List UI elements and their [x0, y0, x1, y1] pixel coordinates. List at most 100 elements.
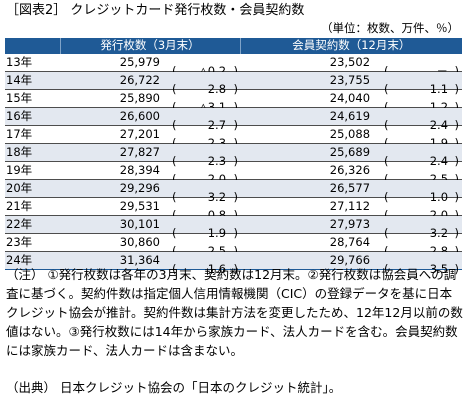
table-row: 15年 25,890(△3.1) 24,040(1.2) — [5, 89, 463, 114]
paren-close: ) — [233, 225, 239, 240]
header-members: 会員契約数（12月末） — [239, 38, 463, 54]
members-change-cell: (3.5) — [380, 251, 463, 276]
issued-cell: 25,890 — [60, 89, 170, 108]
paren-close: ) — [233, 261, 239, 276]
paren-close: ) — [233, 207, 239, 222]
members-cell: 25,088 — [240, 125, 381, 144]
paren-close: ) — [454, 207, 460, 222]
table-row: 17年 27,201(2.3) 25,088(1.9) — [5, 125, 463, 150]
paren-close: ) — [454, 261, 460, 276]
members-cell: 24,040 — [240, 89, 381, 108]
table-row: 19年 28,394(2.0) 26,326(2.5) — [5, 161, 463, 186]
members-cell: 27,973 — [240, 215, 381, 234]
members-cell: 25,689 — [240, 143, 381, 162]
paren-open: ( — [172, 261, 177, 276]
year-cell: 13年 — [5, 53, 60, 72]
year-cell: 17年 — [5, 125, 60, 144]
paren-close: ) — [454, 99, 460, 114]
paren-open: ( — [384, 225, 389, 240]
members-change-cell: (1.0) — [380, 179, 463, 204]
paren-close: ) — [233, 99, 239, 114]
paren-close: ) — [233, 189, 239, 204]
year-cell: 21年 — [5, 197, 60, 216]
paren-open: ( — [172, 63, 177, 78]
header-year — [5, 38, 60, 54]
issued-cell: 30,101 — [60, 215, 170, 234]
issued-cell: 26,600 — [60, 107, 170, 126]
paren-open: ( — [172, 135, 177, 150]
paren-open: ( — [384, 63, 389, 78]
members-cell: 23,502 — [240, 53, 381, 72]
paren-open: ( — [384, 189, 389, 204]
paren-open: ( — [384, 171, 389, 186]
year-cell: 23年 — [5, 233, 60, 252]
paren-open: ( — [384, 117, 389, 132]
members-cell: 27,112 — [240, 197, 381, 216]
paren-close: ) — [454, 171, 460, 186]
table-row: 23年 30,860(2.5) 28,764(2.8) — [5, 233, 463, 258]
year-cell: 19年 — [5, 161, 60, 180]
year-cell: 16年 — [5, 107, 60, 126]
paren-open: ( — [172, 117, 177, 132]
members-change-cell: (2.4) — [380, 107, 463, 132]
figure-title: ［図表2］ クレジットカード発行枚数・会員契約数 — [6, 3, 305, 18]
paren-close: ) — [233, 63, 239, 78]
members-cell: 24,619 — [240, 107, 381, 126]
issued-change-cell: (0.8) — [170, 197, 241, 222]
issued-change-cell: (2.8) — [170, 71, 241, 96]
issued-cell: 27,827 — [60, 143, 170, 162]
members-change-cell: (2.5) — [380, 161, 463, 186]
paren-open: ( — [172, 99, 177, 114]
issued-change-cell: (1.9) — [170, 215, 241, 240]
paren-open: ( — [384, 153, 389, 168]
paren-close: ) — [454, 225, 460, 240]
paren-open: ( — [172, 243, 177, 258]
issued-change-cell: (2.3) — [170, 125, 241, 150]
issued-cell: 29,296 — [60, 179, 170, 198]
paren-close: ) — [454, 135, 460, 150]
year-cell: 15年 — [5, 89, 60, 108]
paren-close: ) — [233, 117, 239, 132]
members-change-cell: (1.2) — [380, 89, 463, 114]
members-cell: 26,577 — [240, 179, 381, 198]
issued-change-cell: (2.7) — [170, 107, 241, 132]
year-cell: 24年 — [5, 251, 60, 270]
data-table: 発行枚数（3月末） 会員契約数（12月末） 13年 25,979(△0.2) 23,… — [5, 38, 463, 276]
paren-open: ( — [384, 207, 389, 222]
paren-open: ( — [384, 135, 389, 150]
paren-open: ( — [172, 207, 177, 222]
table-row: 22年 30,101(1.9) 27,973(3.2) — [5, 215, 463, 240]
issued-change-cell: (2.3) — [170, 143, 241, 168]
paren-close: ) — [233, 243, 239, 258]
paren-close: ) — [233, 153, 239, 168]
table-row: 24年 31,364(1.6) 29,766(3.5) — [5, 251, 463, 276]
members-change-cell: (2.4) — [380, 143, 463, 168]
paren-close: ) — [454, 153, 460, 168]
paren-close: ) — [233, 135, 239, 150]
notes: （注） ①発行枚数は各年の3月末、契約数は12月末。②発行枚数は協会員への調査に… — [6, 265, 464, 360]
issued-change-cell: (1.6) — [170, 251, 241, 276]
members-change-value: － — [436, 63, 449, 78]
issued-cell: 29,531 — [60, 197, 170, 216]
issued-cell: 31,364 — [60, 251, 170, 270]
paren-open: ( — [384, 243, 389, 258]
paren-close: ) — [454, 117, 460, 132]
members-cell: 29,766 — [240, 251, 381, 270]
year-cell: 20年 — [5, 179, 60, 198]
members-change-cell: (－) — [380, 53, 463, 78]
table-row: 16年 26,600(2.7) 24,619(2.4) — [5, 107, 463, 132]
members-cell: 26,326 — [240, 161, 381, 180]
issued-cell: 27,201 — [60, 125, 170, 144]
members-cell: 23,755 — [240, 71, 381, 90]
members-cell: 28,764 — [240, 233, 381, 252]
paren-close: ) — [454, 189, 460, 204]
unit-label: （単位：枚数、万件、％） — [321, 21, 459, 35]
issued-cell: 28,394 — [60, 161, 170, 180]
members-change-cell: (1.9) — [380, 125, 463, 150]
table-row: 14年 26,722(2.8) 23,755(1.1) — [5, 71, 463, 96]
year-cell: 22年 — [5, 215, 60, 234]
members-change-cell: (2.8) — [380, 233, 463, 258]
header-issued: 発行枚数（3月末） — [59, 38, 241, 54]
issued-cell: 26,722 — [60, 71, 170, 90]
source: （出典） 日本クレジット協会の「日本のクレジット統計」。 — [6, 380, 342, 395]
